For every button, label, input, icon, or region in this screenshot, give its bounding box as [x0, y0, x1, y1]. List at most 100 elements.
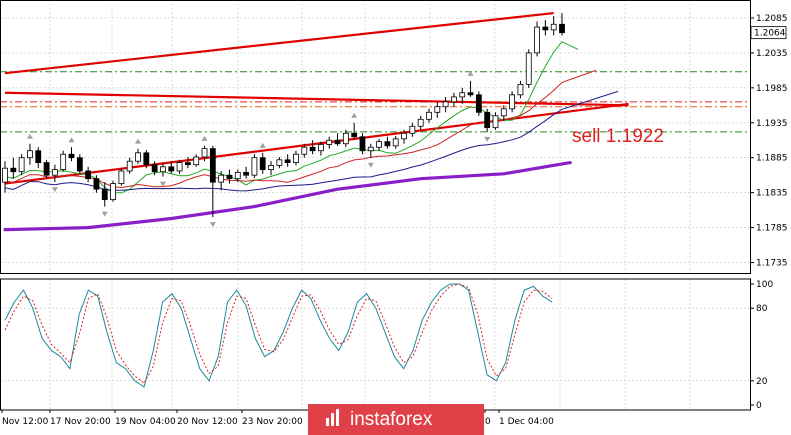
candle	[509, 91, 516, 113]
candlesticks	[2, 13, 565, 218]
price-tick-label: 1.1935	[756, 119, 788, 129]
candle-body	[259, 157, 266, 170]
candle-body	[459, 92, 466, 98]
candle-body	[467, 92, 474, 96]
candle-body	[27, 150, 33, 159]
instaforex-logo: instaforex	[308, 404, 484, 435]
candle	[376, 138, 383, 151]
price-panel-frame	[0, 0, 751, 274]
current-price-label: 1.2064	[750, 26, 787, 40]
stoch-tick-label: 20	[756, 377, 768, 387]
candle-body	[426, 111, 432, 120]
time-tick-label: 19 Nov 04:00	[115, 417, 176, 427]
candle-body	[68, 153, 75, 159]
logo-text: instaforex	[350, 409, 433, 430]
candle	[309, 140, 316, 155]
candle	[118, 168, 125, 186]
candle	[500, 105, 507, 121]
candle	[85, 166, 92, 183]
candle-body	[451, 96, 457, 103]
candle-body	[160, 166, 166, 173]
channel-trendlines	[4, 11, 629, 185]
candle	[459, 87, 466, 104]
candle-body	[101, 188, 108, 201]
candle	[60, 150, 67, 172]
fractal-up-icon	[201, 135, 208, 141]
stoch-tick-label: 80	[756, 304, 768, 314]
candle	[218, 170, 225, 191]
candle	[434, 101, 441, 118]
candle-body	[43, 162, 50, 176]
candle	[284, 154, 291, 167]
candle-body	[276, 159, 283, 166]
candle-body	[110, 183, 116, 201]
candle	[209, 145, 216, 218]
trendline	[4, 102, 629, 185]
fractal-up-icon	[351, 112, 358, 118]
candle-body	[484, 111, 491, 129]
candle	[351, 122, 358, 139]
candle-body	[234, 171, 241, 180]
candle	[201, 145, 208, 162]
candle	[101, 182, 108, 207]
candle	[367, 143, 374, 158]
candle-body	[301, 146, 308, 155]
candle	[126, 157, 133, 174]
candle	[226, 169, 233, 184]
candle-body	[76, 157, 83, 172]
candle-body	[475, 94, 482, 113]
candle	[326, 136, 333, 149]
candle	[160, 162, 166, 177]
candle	[342, 129, 349, 148]
candle-body	[351, 132, 358, 138]
trendline	[4, 11, 554, 75]
logo-icon	[326, 409, 339, 426]
candle-body	[492, 115, 499, 129]
candle	[259, 152, 266, 174]
candle	[409, 122, 416, 137]
candle-body	[218, 174, 225, 183]
stochastic-axis: 100 80 20 0	[750, 280, 773, 411]
candle	[525, 49, 532, 88]
price-tick-label: 1.1785	[756, 224, 788, 234]
candle	[27, 143, 33, 165]
price-axis: 1.2085 1.2035 1.1985 1.1935 1.1885 1.1835 1.17…	[750, 14, 788, 269]
stochastic-oscillator	[0, 283, 750, 388]
candle-body	[293, 153, 299, 164]
candle-body	[243, 171, 249, 176]
candle	[251, 154, 258, 178]
candle-body	[143, 152, 150, 166]
candle	[193, 154, 200, 167]
candle	[168, 161, 175, 174]
candle	[243, 166, 249, 179]
candle-body	[93, 178, 100, 190]
candle	[534, 21, 540, 57]
candle-body	[525, 52, 532, 85]
candle-body	[151, 164, 158, 173]
candle	[176, 159, 183, 174]
candle	[93, 175, 100, 193]
fractal-up-icon	[26, 133, 33, 139]
fractal-down-icon	[159, 181, 166, 187]
candle	[18, 154, 25, 176]
candle-body	[376, 141, 383, 148]
candle-body	[18, 157, 25, 173]
candle	[268, 161, 274, 176]
ma-long-line	[3, 161, 572, 232]
candle-body	[442, 101, 449, 108]
horizontal-levels	[0, 71, 750, 133]
time-tick-label: 20 Nov 12:00	[177, 417, 238, 427]
candle-body	[10, 167, 17, 173]
candle	[43, 159, 50, 179]
candle	[76, 154, 83, 174]
candle-body	[384, 141, 391, 147]
candle-body	[359, 136, 366, 152]
candle-body	[550, 23, 557, 31]
candle-body	[193, 156, 200, 166]
time-tick-label: 1 Dec 04:00	[499, 417, 554, 427]
candle-body	[176, 162, 183, 172]
candle	[276, 157, 283, 169]
fractal-down-icon	[484, 136, 491, 142]
